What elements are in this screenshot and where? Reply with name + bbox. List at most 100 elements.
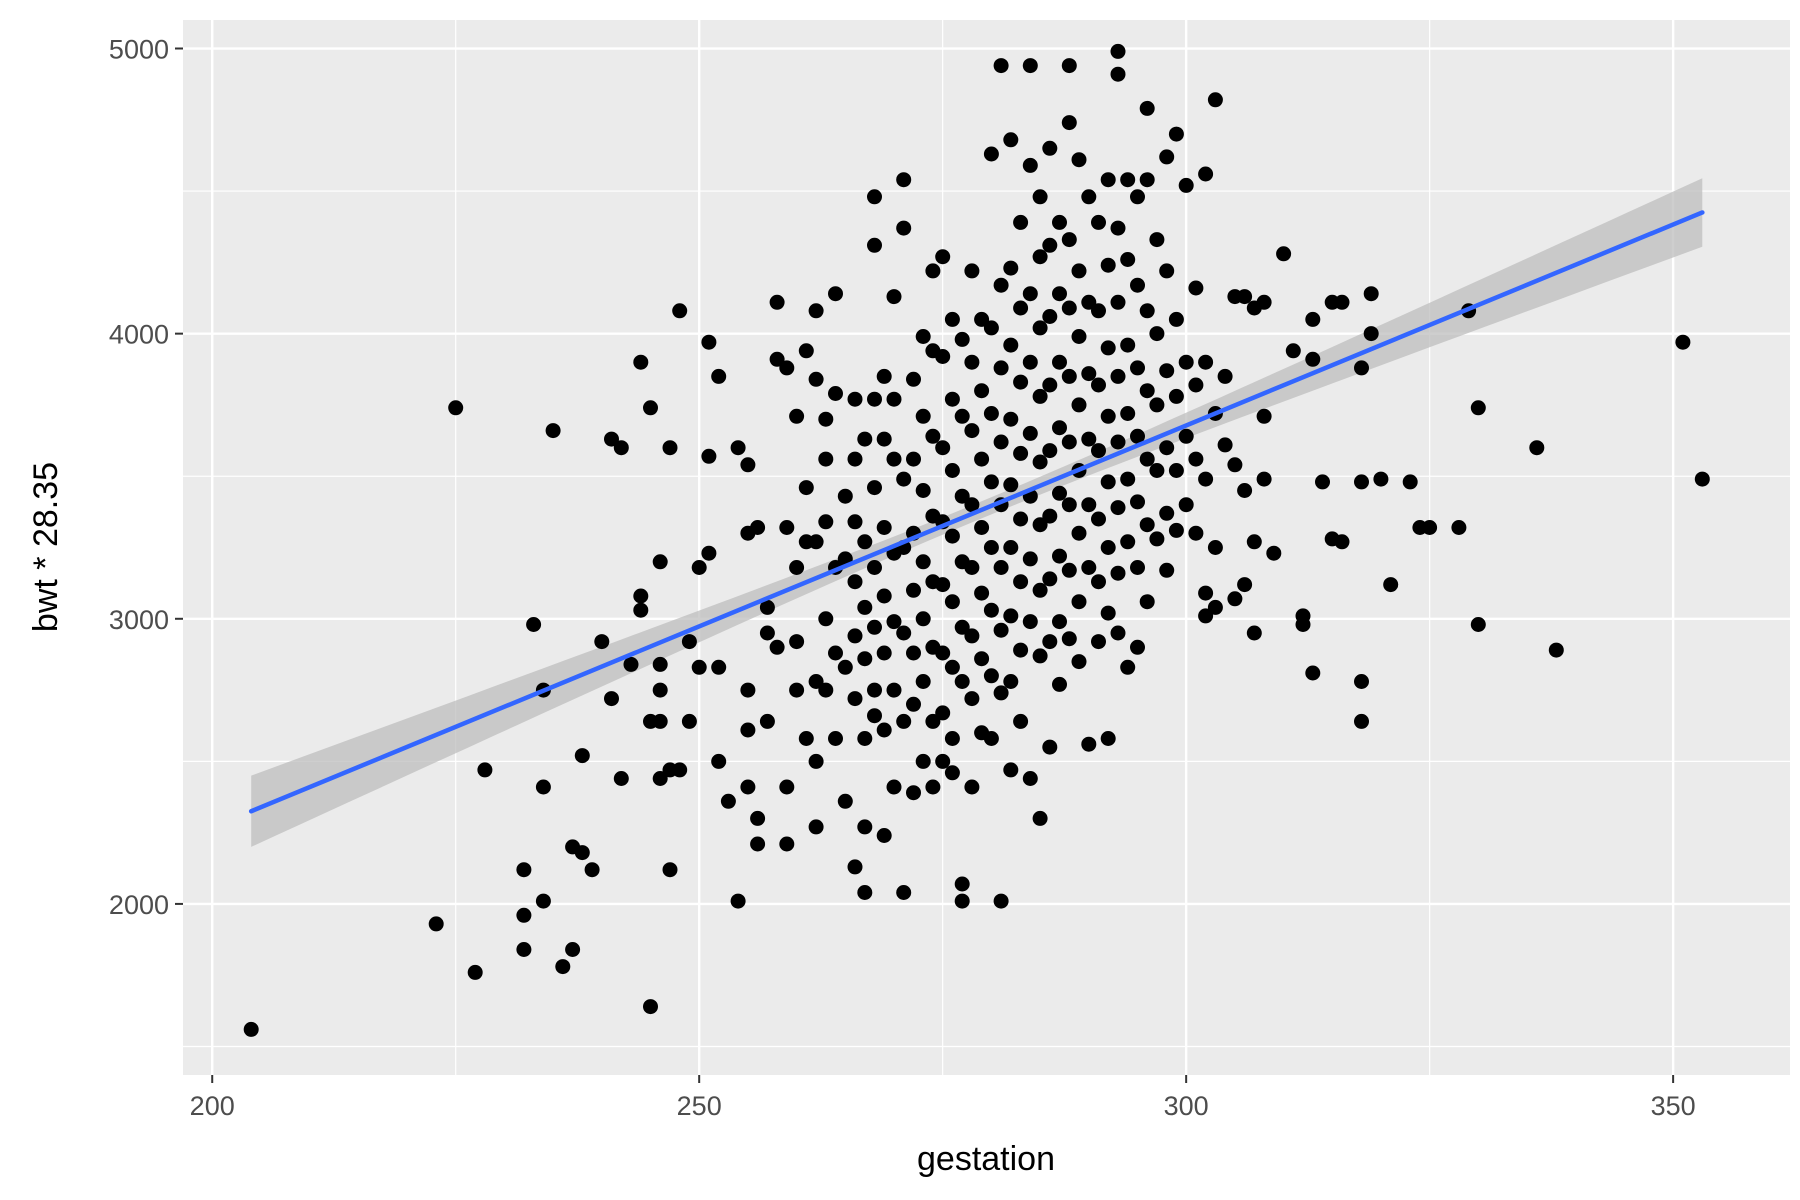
data-point	[1451, 520, 1467, 535]
data-point	[750, 810, 766, 826]
data-point	[983, 406, 999, 421]
data-point	[983, 731, 999, 746]
data-point	[925, 713, 941, 729]
data-point	[1042, 237, 1058, 253]
data-point	[1071, 152, 1087, 168]
data-point	[1198, 354, 1214, 370]
data-point	[1110, 565, 1126, 581]
y-tick-label: 5000	[109, 35, 169, 65]
data-point	[1120, 406, 1136, 421]
data-point	[1188, 525, 1204, 541]
data-point	[1042, 508, 1058, 524]
data-point	[1022, 58, 1038, 74]
data-point	[1061, 115, 1077, 131]
data-point	[993, 685, 1009, 701]
data-point	[1081, 431, 1097, 447]
data-point	[594, 634, 610, 650]
data-point	[1694, 471, 1710, 487]
data-point	[701, 334, 717, 350]
data-point	[983, 540, 999, 555]
data-point	[896, 885, 912, 900]
data-point	[1110, 43, 1126, 59]
data-point	[828, 286, 843, 302]
data-point	[876, 520, 892, 535]
data-point	[1139, 451, 1155, 467]
data-point	[555, 959, 571, 975]
data-point	[652, 554, 668, 570]
data-point	[1139, 517, 1155, 533]
data-point	[1168, 388, 1184, 404]
data-point	[1120, 172, 1136, 188]
data-point	[1373, 471, 1389, 487]
data-point	[1529, 440, 1545, 456]
data-point	[1120, 659, 1136, 675]
data-point	[1120, 471, 1136, 487]
data-point	[1246, 534, 1262, 550]
data-point	[1237, 577, 1253, 593]
data-point	[1091, 214, 1106, 230]
data-point	[915, 408, 931, 424]
data-point	[623, 656, 639, 672]
data-point	[1061, 58, 1077, 74]
data-point	[896, 220, 912, 236]
data-point	[574, 845, 590, 861]
data-point	[808, 753, 824, 769]
data-point	[1061, 300, 1077, 316]
data-point	[993, 622, 1009, 638]
data-point	[944, 311, 960, 327]
data-point	[652, 771, 668, 786]
data-point	[1276, 246, 1292, 262]
data-point	[1120, 337, 1136, 353]
data-point	[993, 893, 1009, 909]
data-point	[876, 722, 892, 738]
data-point	[1003, 477, 1019, 493]
data-point	[740, 722, 756, 738]
data-point	[915, 753, 931, 769]
data-point	[1052, 286, 1067, 302]
data-point	[1305, 351, 1321, 367]
data-point	[964, 691, 980, 707]
data-point	[1032, 189, 1048, 205]
data-point	[925, 263, 941, 279]
data-point	[1052, 548, 1067, 564]
data-point	[779, 836, 795, 852]
data-point	[886, 682, 902, 698]
data-point	[1052, 214, 1067, 230]
data-point	[1139, 383, 1155, 399]
data-point	[954, 331, 970, 347]
data-point	[604, 431, 619, 447]
data-point	[1071, 654, 1087, 670]
data-point	[1139, 172, 1155, 188]
data-point	[1032, 454, 1048, 470]
data-point	[847, 628, 863, 644]
data-point	[1149, 463, 1165, 478]
data-point	[1013, 214, 1029, 230]
data-point	[935, 577, 951, 593]
data-point	[1042, 377, 1058, 393]
data-point	[1159, 440, 1175, 456]
data-point	[1003, 337, 1019, 353]
data-point	[983, 146, 999, 162]
data-point	[428, 916, 444, 932]
data-point	[1100, 340, 1116, 356]
data-point	[867, 682, 882, 698]
data-point	[896, 713, 912, 729]
data-point	[1198, 585, 1214, 601]
data-point	[818, 611, 834, 627]
data-point	[867, 619, 882, 635]
data-point	[1022, 286, 1038, 302]
data-point	[1022, 551, 1038, 567]
data-point	[1334, 294, 1350, 310]
data-point	[643, 400, 658, 416]
data-point	[876, 588, 892, 604]
data-point	[1081, 736, 1097, 752]
data-point	[711, 368, 727, 384]
y-tick-label: 2000	[109, 890, 169, 920]
data-point	[1168, 463, 1184, 478]
data-point	[808, 819, 824, 835]
data-point	[769, 294, 785, 310]
data-point	[886, 289, 902, 305]
data-point	[974, 585, 990, 601]
data-point	[1042, 634, 1058, 650]
data-point	[1032, 517, 1048, 533]
